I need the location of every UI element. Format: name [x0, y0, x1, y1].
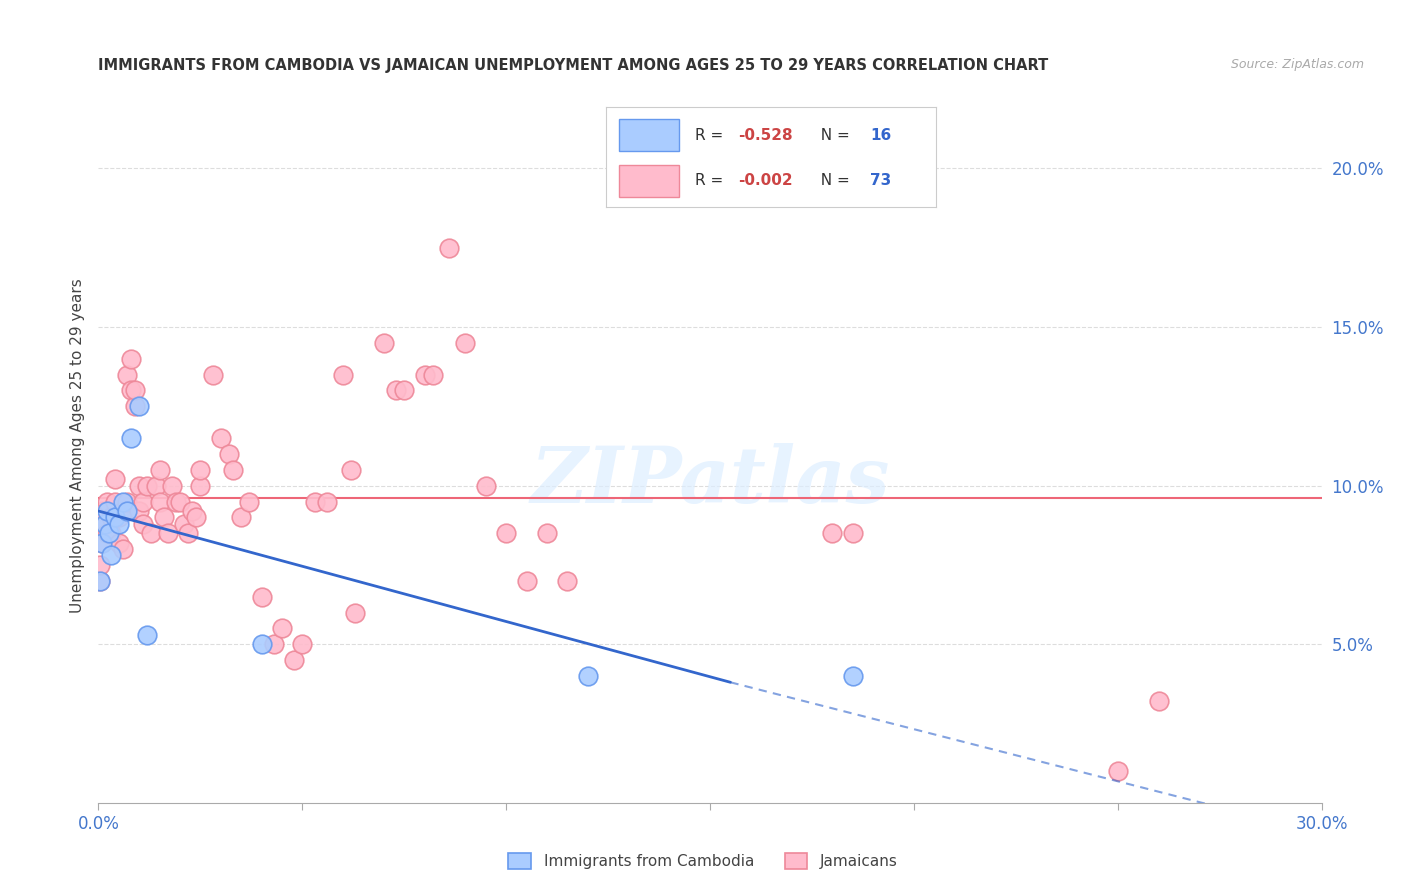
Point [128, 504, 150, 518]
Point [165, 494, 187, 508]
Point [181, 504, 204, 518]
Point [96, 494, 118, 508]
Point [373, 335, 395, 350]
Point [270, 621, 294, 635]
Point [1147, 694, 1170, 708]
Point [557, 574, 579, 588]
Point [93, 516, 115, 531]
Point [173, 516, 195, 531]
Text: ZIPatlas: ZIPatlas [530, 443, 890, 520]
Point [536, 526, 558, 541]
Point [149, 463, 172, 477]
Point [96, 526, 118, 541]
Point [209, 431, 232, 445]
Point [100, 526, 122, 541]
Text: Source: ZipAtlas.com: Source: ZipAtlas.com [1230, 58, 1364, 71]
Point [315, 494, 337, 508]
Point [169, 494, 191, 508]
Point [89, 574, 111, 588]
Point [516, 574, 538, 588]
Point [115, 494, 138, 508]
Point [104, 472, 127, 486]
Point [156, 526, 179, 541]
Point [111, 504, 134, 518]
Point [304, 494, 326, 508]
Point [250, 637, 273, 651]
Point [104, 510, 127, 524]
Point [422, 368, 444, 382]
Legend: Immigrants from Cambodia, Jamaicans: Immigrants from Cambodia, Jamaicans [502, 847, 904, 875]
Point [120, 351, 142, 366]
Point [149, 494, 172, 508]
Point [108, 516, 131, 531]
Point [91, 535, 114, 549]
Point [222, 463, 245, 477]
Point [340, 463, 363, 477]
Point [841, 669, 863, 683]
Point [201, 368, 224, 382]
Point [115, 504, 138, 518]
Point [120, 431, 142, 445]
Point [89, 574, 111, 588]
Point [238, 494, 260, 508]
Point [188, 463, 212, 477]
Point [218, 447, 240, 461]
Point [474, 478, 498, 492]
Point [495, 526, 517, 541]
Point [91, 504, 114, 518]
Point [177, 526, 200, 541]
Point [413, 368, 436, 382]
Point [100, 549, 122, 563]
Point [152, 510, 174, 524]
Point [332, 368, 354, 382]
Point [132, 494, 155, 508]
Text: IMMIGRANTS FROM CAMBODIA VS JAMAICAN UNEMPLOYMENT AMONG AGES 25 TO 29 YEARS CORR: IMMIGRANTS FROM CAMBODIA VS JAMAICAN UNE… [98, 58, 1049, 73]
Point [437, 241, 460, 255]
Point [576, 669, 599, 683]
Point [188, 478, 212, 492]
Point [136, 478, 159, 492]
Point [283, 653, 305, 667]
Point [821, 526, 844, 541]
Point [392, 384, 416, 398]
Point [132, 516, 155, 531]
Point [111, 542, 134, 557]
Point [89, 558, 111, 572]
Point [115, 368, 138, 382]
Point [100, 510, 122, 524]
Point [231, 510, 253, 524]
Point [454, 335, 477, 350]
Point [108, 535, 131, 549]
Point [96, 504, 118, 518]
Point [93, 516, 115, 531]
Point [1107, 764, 1129, 778]
Point [128, 478, 150, 492]
Point [108, 510, 131, 524]
Point [120, 384, 142, 398]
Point [136, 628, 159, 642]
Point [145, 478, 167, 492]
Point [186, 510, 208, 524]
Point [263, 637, 285, 651]
Point [160, 478, 183, 492]
Point [291, 637, 314, 651]
Point [344, 606, 367, 620]
Point [141, 526, 163, 541]
Y-axis label: Unemployment Among Ages 25 to 29 years: Unemployment Among Ages 25 to 29 years [69, 278, 84, 614]
Point [124, 400, 146, 414]
Point [124, 384, 146, 398]
Point [104, 494, 127, 508]
Point [91, 535, 114, 549]
Point [111, 494, 134, 508]
Point [841, 526, 863, 541]
Point [250, 590, 273, 604]
Point [128, 400, 150, 414]
Point [97, 526, 120, 541]
Point [385, 384, 408, 398]
